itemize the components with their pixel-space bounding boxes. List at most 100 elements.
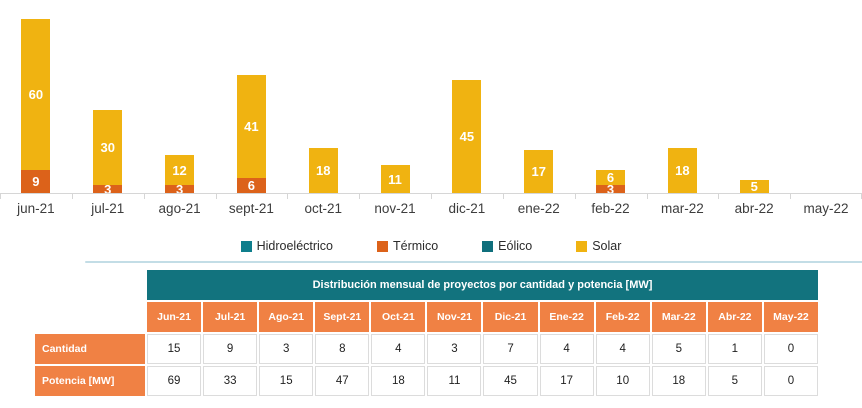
table-cell-cantidad-nov-21: 3 (427, 334, 482, 364)
bar-chart-plot: 60 9 30 3 12 3 41 6 18 11 45 17 6 3 18 5 (0, 0, 862, 197)
table-row-label-potencia-[mw]: Potencia [MW] (35, 366, 145, 396)
bar-segment-solar-sept-21: 41 (236, 74, 266, 178)
table-cell-potencia-[mw]-jul-21: 33 (203, 366, 258, 396)
bar-segment-solar-ene-22: 17 (524, 150, 554, 193)
legend-label-hidroelectrico: Hidroeléctrico (256, 239, 334, 253)
bar-segment-termico-feb-22: 3 (596, 183, 626, 196)
bar-column-abr-22: 5 (718, 0, 790, 193)
bar-segment-solar-jul-21: 30 (93, 109, 123, 186)
legend-swatch-eolico (482, 240, 494, 252)
x-axis-tick (503, 194, 504, 199)
table-cell-potencia-[mw]-feb-22: 10 (595, 366, 650, 396)
table-month-header-may-22: May-22 (763, 302, 818, 332)
legend-label-eolico: Eólico (498, 239, 533, 253)
table-cell-cantidad-dic-21: 7 (483, 334, 538, 364)
table-cell-potencia-[mw]-jun-21: 69 (147, 366, 202, 396)
x-axis-tick (287, 194, 288, 199)
bar-column-jul-21: 30 3 (72, 0, 144, 197)
bar-value-label: 12 (172, 162, 187, 178)
legend-swatch-termico (377, 240, 389, 252)
bar-value-label: 5 (750, 179, 758, 195)
legend-label-termico: Térmico (393, 239, 439, 253)
table-cell-cantidad-feb-22: 4 (595, 334, 650, 364)
x-axis-label-ene-22: ene-22 (517, 201, 560, 216)
table-cell-cantidad-may-22: 0 (763, 334, 818, 364)
bar-column-dic-21: 45 (431, 0, 503, 193)
bar-column-may-22 (790, 0, 862, 193)
bar-value-label: 11 (388, 171, 402, 187)
legend-swatch-hidroelectrico (240, 240, 252, 252)
x-axis-tick (431, 194, 432, 199)
table-cell-cantidad-jun-21: 15 (147, 334, 202, 364)
bar-segment-solar-abr-22: 5 (739, 179, 769, 195)
x-axis-tick (144, 194, 145, 199)
table-month-header-ene-22: Ene-22 (539, 302, 594, 332)
x-axis-label-oct-21: oct-21 (304, 201, 342, 216)
table-cell-potencia-[mw]-may-22: 0 (763, 366, 818, 396)
bar-segment-solar-dic-21: 45 (452, 79, 482, 193)
bar-value-label: 60 (28, 87, 44, 103)
table-cell-cantidad-ene-22: 4 (539, 334, 594, 364)
bar-column-oct-21: 18 (287, 0, 359, 193)
bar-column-sept-21: 41 6 (215, 0, 287, 193)
table-month-header-sept-21: Sept-21 (315, 302, 370, 332)
x-axis-label-feb-22: feb-22 (591, 201, 630, 216)
table-month-header-jul-21: Jul-21 (203, 302, 258, 332)
bar-value-label: 17 (531, 164, 546, 180)
bar-value-label: 3 (104, 181, 112, 197)
table-cell-cantidad-oct-21: 4 (371, 334, 426, 364)
bar-segment-termico-jun-21: 9 (21, 170, 51, 193)
table-cell-potencia-[mw]-sept-21: 47 (315, 366, 370, 396)
legend-item-solar: Solar (576, 239, 621, 253)
legend-item-hidroelectrico: Hidroeléctrico (240, 239, 334, 253)
x-axis-tick (790, 194, 791, 199)
bar-column-ene-22: 17 (503, 0, 575, 193)
x-axis-label-ago-21: ago-21 (158, 201, 201, 216)
bar-column-ago-21: 12 3 (144, 0, 216, 197)
table-cell-potencia-[mw]-abr-22: 5 (707, 366, 762, 396)
bar-segment-termico-ago-21: 3 (165, 181, 195, 197)
table-month-header-dic-21: Dic-21 (483, 302, 538, 332)
summary-table: Distribución mensual de proyectos por ca… (35, 270, 818, 396)
chart-frame-border (85, 261, 862, 263)
bar-segment-termico-jul-21: 3 (93, 181, 123, 197)
table-month-header-abr-22: Abr-22 (707, 302, 762, 332)
bar-segment-solar-feb-22: 6 (596, 170, 626, 186)
x-axis-tick (72, 194, 73, 199)
bar-value-label: 3 (175, 181, 184, 197)
table-month-header-nov-21: Nov-21 (427, 302, 482, 332)
table-row-label-cantidad: Cantidad (35, 334, 145, 364)
legend-item-eolico: Eólico (482, 239, 532, 253)
x-axis-label-jun-21: jun-21 (17, 201, 55, 216)
x-axis-label-jul-21: jul-21 (91, 201, 125, 216)
table-month-header-jun-21: Jun-21 (147, 302, 202, 332)
bar-value-label: 9 (32, 174, 40, 190)
legend-swatch-solar (576, 240, 588, 252)
bar-value-label: 45 (459, 128, 475, 144)
table-cell-cantidad-abr-22: 1 (707, 334, 762, 364)
table-month-header-oct-21: Oct-21 (371, 302, 426, 332)
table-cell-cantidad-sept-21: 8 (315, 334, 370, 364)
x-axis-tick (0, 194, 1, 199)
x-axis-tick (575, 194, 576, 199)
table-cell-potencia-[mw]-mar-22: 18 (651, 366, 706, 396)
bar-segment-solar-oct-21: 18 (308, 147, 338, 193)
bar-segment-solar-nov-21: 11 (380, 165, 410, 193)
bar-value-label: 41 (244, 118, 259, 134)
table-cell-potencia-[mw]-ago-21: 15 (259, 366, 314, 396)
x-axis-label-sept-21: sept-21 (228, 201, 274, 216)
x-axis-label-nov-21: nov-21 (374, 201, 416, 216)
x-axis-line (0, 193, 862, 194)
x-axis-label-abr-22: abr-22 (734, 201, 774, 216)
x-axis-tick (718, 194, 719, 199)
table-cell-potencia-[mw]-oct-21: 18 (371, 366, 426, 396)
bar-value-label: 18 (675, 162, 690, 178)
bar-value-label: 6 (247, 177, 255, 193)
table-cell-potencia-[mw]-nov-21: 11 (427, 366, 482, 396)
legend-item-termico: Térmico (377, 239, 438, 253)
x-axis-tick (359, 194, 360, 199)
table-month-header-ago-21: Ago-21 (259, 302, 314, 332)
table-cell-cantidad-mar-22: 5 (651, 334, 706, 364)
table-cell-potencia-[mw]-dic-21: 45 (483, 366, 538, 396)
bar-segment-termico-sept-21: 6 (236, 177, 266, 193)
